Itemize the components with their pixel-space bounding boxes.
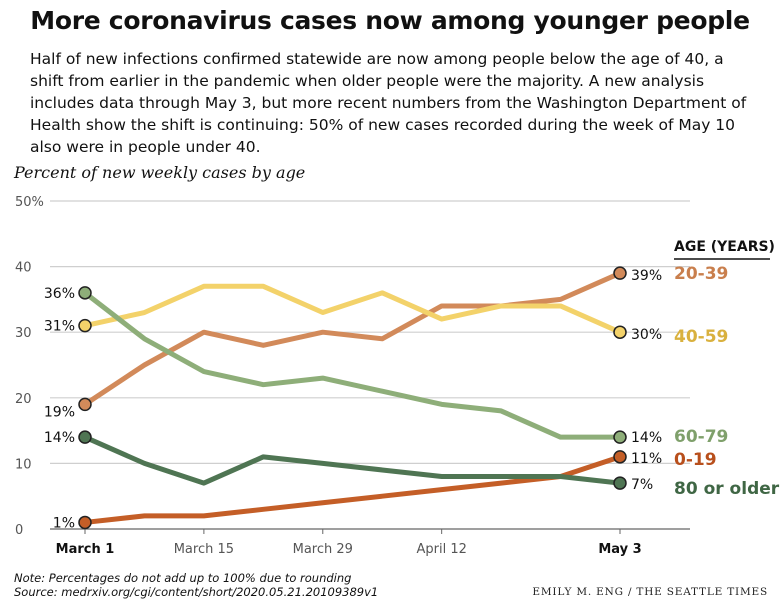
y-tick-label: 0 (15, 523, 23, 538)
legend-title: AGE (YEARS) (674, 239, 775, 255)
series-line-20-39 (82, 270, 623, 407)
x-tick-label: March 15 (174, 542, 234, 557)
chart-note: Note: Percentages do not add up to 100% … (14, 571, 378, 599)
series-start-point-40-59 (78, 318, 92, 333)
series-end-point-0-19 (613, 450, 627, 464)
series-line-0-19 (82, 454, 623, 525)
legend-label-40-59: 40-59 (674, 327, 728, 347)
series-end-point-20-39 (613, 266, 627, 280)
note-text: Note: Percentages do not add up to 100% … (14, 571, 352, 585)
series-line-40-59 (82, 283, 623, 335)
y-axis-label: Percent of new weekly cases by age (14, 163, 306, 182)
x-tick-label: March 1 (56, 542, 115, 557)
start-value-label-80-or-older: 14% (44, 430, 75, 446)
end-value-label-40-59: 30% (631, 327, 662, 343)
series-line-60-79 (82, 290, 623, 440)
series-start-point-0-19 (78, 515, 92, 530)
x-tick-label: May 3 (598, 542, 641, 557)
end-value-label-20-39: 39% (631, 268, 662, 284)
series-start-point-80-or-older (78, 430, 92, 444)
end-value-label-60-79: 14% (631, 430, 662, 446)
y-tick-label: 20 (15, 392, 32, 407)
x-tick-label: April 12 (416, 542, 466, 557)
start-value-label-0-19: 1% (53, 515, 75, 531)
legend-label-60-79: 60-79 (674, 427, 728, 447)
series-start-point-60-79 (78, 286, 92, 300)
chart-subtitle: Half of new infections confirmed statewi… (30, 50, 747, 156)
series-end-point-80-or-older (613, 476, 627, 490)
series-line-80-or-older (82, 434, 623, 486)
end-value-label-0-19: 11% (631, 451, 662, 467)
series-end-point-60-79 (613, 430, 627, 444)
y-tick-label: 50% (15, 195, 44, 210)
y-tick-label: 10 (15, 457, 32, 472)
legend-label-0-19: 0-19 (674, 450, 717, 470)
legend-label-20-39: 20-39 (674, 264, 728, 284)
x-tick-label: March 29 (293, 542, 353, 557)
y-tick-label: 30 (15, 326, 32, 341)
series-start-point-20-39 (78, 397, 92, 412)
start-value-label-20-39: 19% (44, 404, 75, 420)
start-value-label-60-79: 36% (44, 286, 75, 302)
start-value-label-40-59: 31% (44, 319, 75, 335)
series-end-point-40-59 (613, 325, 627, 339)
y-tick-label: 40 (15, 261, 32, 276)
source-text: Source: medrxiv.org/cgi/content/short/20… (14, 585, 379, 599)
credit-text: EMILY M. ENG / THE SEATTLE TIMES (532, 586, 768, 598)
end-value-label-80-or-older: 7% (631, 477, 653, 493)
legend-label-80-or-older: 80 or older (674, 479, 780, 499)
chart-title: More coronavirus cases now among younger… (30, 6, 750, 35)
